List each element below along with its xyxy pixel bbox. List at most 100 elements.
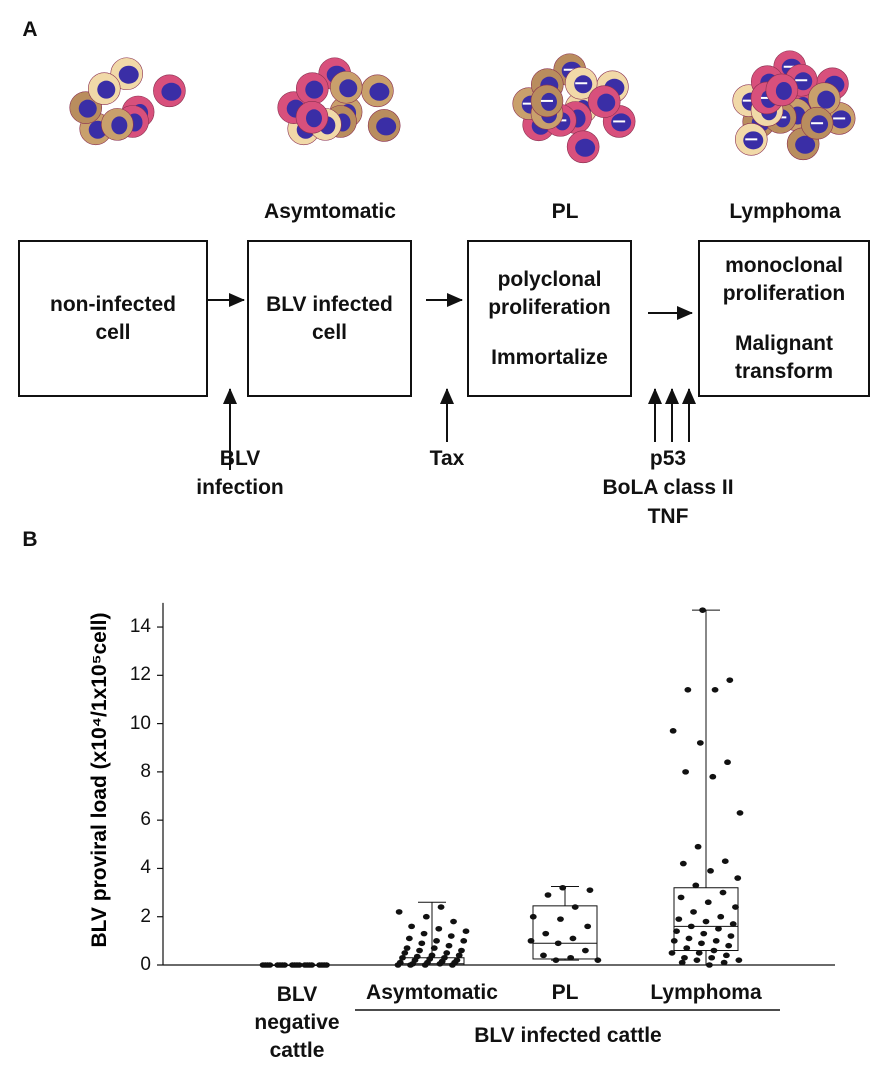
y-axis-label: BLV proviral load (x10⁴/1x10⁵cell) <box>88 612 111 948</box>
data-point <box>527 938 535 944</box>
box-text: non-infected <box>50 292 176 316</box>
data-point <box>677 894 685 901</box>
data-point <box>529 913 537 920</box>
data-point <box>732 904 739 910</box>
data-point <box>428 952 436 959</box>
data-point <box>734 875 742 881</box>
box-text: cell <box>95 320 131 344</box>
nucleus <box>597 93 616 112</box>
data-point <box>715 925 722 932</box>
data-point <box>281 962 288 968</box>
data-point <box>445 942 453 949</box>
data-point <box>668 950 676 956</box>
x-tick-label: Asymtomatic <box>366 981 498 1004</box>
data-point <box>687 923 695 930</box>
data-point <box>437 904 445 910</box>
data-point <box>673 928 680 935</box>
data-point <box>723 952 730 959</box>
data-point <box>571 904 579 910</box>
box <box>532 905 598 960</box>
nucleus <box>376 117 397 136</box>
data-point <box>717 913 725 920</box>
data-point <box>735 957 743 963</box>
stage-box: non-infected cell <box>18 240 208 397</box>
data-point <box>435 925 443 932</box>
data-point <box>403 945 411 951</box>
data-point <box>295 962 303 968</box>
data-point <box>594 957 602 963</box>
group-label: BLV infected cattle <box>474 1024 662 1047</box>
data-point <box>696 740 704 746</box>
data-point <box>727 933 735 939</box>
data-point <box>554 940 562 947</box>
data-point <box>711 687 719 693</box>
nucleus <box>575 138 596 157</box>
nucleus <box>118 65 139 84</box>
data-point <box>675 916 683 922</box>
data-point <box>447 933 455 939</box>
nucleus <box>775 81 792 100</box>
data-point <box>542 930 550 937</box>
stage-label: PL <box>551 200 579 223</box>
data-point <box>690 909 697 915</box>
data-point <box>698 940 705 947</box>
y-tick-label: 2 <box>140 905 151 927</box>
y-tick-label: 8 <box>140 760 151 782</box>
data-point <box>694 843 702 850</box>
panel-label: A <box>22 18 38 41</box>
box-text: cell <box>311 320 348 344</box>
data-point <box>699 607 706 613</box>
trigger-label: p53 <box>649 447 687 470</box>
data-point <box>712 938 720 944</box>
box <box>673 887 739 952</box>
data-point <box>725 942 733 949</box>
box-text: monoclonal <box>725 253 843 277</box>
data-point <box>695 950 703 956</box>
nucleus <box>305 109 322 128</box>
data-point <box>323 962 330 968</box>
box-text: transform <box>734 359 834 383</box>
data-point <box>710 947 718 954</box>
data-point <box>724 759 731 766</box>
data-point <box>681 954 688 961</box>
data-point <box>416 947 423 954</box>
data-point <box>678 959 686 966</box>
data-point <box>433 938 440 944</box>
data-point <box>540 952 547 959</box>
nucleus <box>161 82 182 101</box>
x-tick-label: Lymphoma <box>650 981 762 1004</box>
data-point <box>413 953 421 960</box>
trigger-label: BoLA class II <box>602 476 734 499</box>
data-point <box>567 954 575 961</box>
nucleus <box>817 90 836 109</box>
panel-label: B <box>22 528 38 551</box>
y-tick-label: 10 <box>129 712 151 734</box>
data-point <box>708 954 716 961</box>
data-point <box>582 947 589 954</box>
y-tick-label: 12 <box>129 664 151 686</box>
data-point <box>557 916 564 922</box>
data-point <box>684 687 692 693</box>
data-point <box>693 957 701 963</box>
data-point <box>399 954 406 961</box>
data-point <box>308 962 316 968</box>
data-point <box>559 884 567 891</box>
data-point <box>552 957 560 963</box>
data-point <box>396 959 404 966</box>
trigger-label: TNF <box>647 505 689 528</box>
data-point <box>704 899 712 906</box>
data-point <box>670 938 678 944</box>
nucleus <box>305 80 324 99</box>
arrows <box>208 293 696 470</box>
nucleus <box>97 80 116 99</box>
data-point <box>266 962 274 968</box>
box-plot <box>673 609 739 966</box>
data-point <box>709 773 717 780</box>
box-text: Malignant <box>735 331 833 355</box>
data-point <box>450 918 457 925</box>
y-tick-label: 6 <box>140 809 151 831</box>
stage-label: Asymtomatic <box>264 200 396 223</box>
nucleus <box>369 82 390 101</box>
